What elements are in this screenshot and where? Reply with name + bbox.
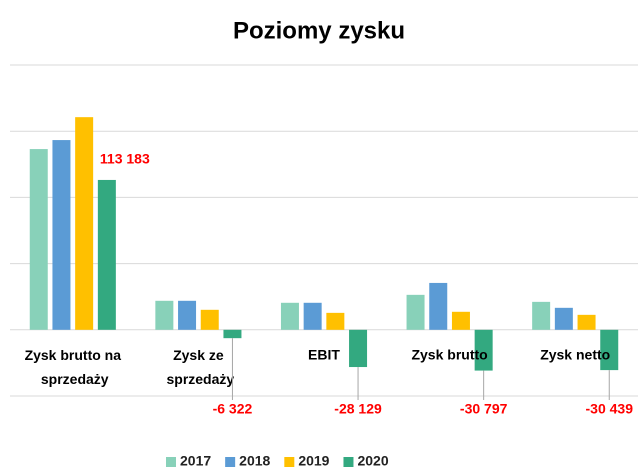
legend-label: 2020: [357, 453, 388, 468]
legend-label: 2019: [298, 453, 329, 468]
legend-swatch: [343, 457, 354, 467]
bar: [406, 294, 425, 330]
legend-swatch: [166, 457, 176, 467]
data-label: -30 439: [586, 401, 634, 417]
legend-label: 2017: [180, 453, 211, 468]
bar: [75, 117, 94, 330]
bar: [554, 307, 573, 330]
x-tick-label: Zysk brutto: [411, 347, 487, 363]
bar: [200, 309, 219, 330]
bar: [451, 311, 470, 330]
bar: [349, 329, 368, 368]
bar: [52, 140, 71, 330]
data-label: -30 797: [460, 401, 508, 417]
bar: [178, 300, 197, 330]
legend-swatch: [284, 457, 295, 467]
x-tick-label: EBIT: [308, 347, 340, 363]
bar: [97, 179, 116, 330]
bar: [326, 312, 345, 330]
x-tick-label: Zysk ze sprzedaży: [163, 347, 235, 387]
bar: [223, 329, 242, 339]
bar: [474, 329, 493, 371]
legend-swatch: [225, 457, 236, 467]
bar: [429, 282, 448, 330]
data-label: -6 322: [213, 401, 253, 417]
data-label: 113 183: [100, 151, 150, 167]
bar: [600, 329, 619, 371]
chart-title: Poziomy zysku: [233, 17, 405, 44]
bar: [280, 302, 299, 330]
legend-label: 2018: [239, 453, 270, 468]
x-tick-label: Zysk netto: [540, 347, 610, 363]
bar: [577, 314, 596, 330]
bar: [29, 149, 48, 330]
x-tick-label: Zysk brutto na sprzedaży: [25, 347, 122, 387]
bar: [303, 302, 322, 330]
bar: [155, 300, 174, 330]
bar: [532, 301, 551, 330]
data-label: -28 129: [334, 401, 382, 417]
